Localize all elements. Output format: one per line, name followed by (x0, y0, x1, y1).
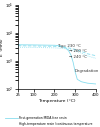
Text: Tg= 230 °C: Tg= 230 °C (57, 44, 80, 48)
Text: → 240 °C: → 240 °C (69, 55, 87, 59)
Legend: First-generation MIDA-free resin, High-temperature resin (continuous temperature: First-generation MIDA-free resin, High-t… (6, 116, 93, 127)
X-axis label: Temperature (°C): Temperature (°C) (38, 99, 76, 103)
Text: Degradation: Degradation (75, 69, 99, 73)
Text: → 260 °C: → 260 °C (69, 49, 87, 53)
Y-axis label: E' (MPa): E' (MPa) (0, 38, 4, 56)
